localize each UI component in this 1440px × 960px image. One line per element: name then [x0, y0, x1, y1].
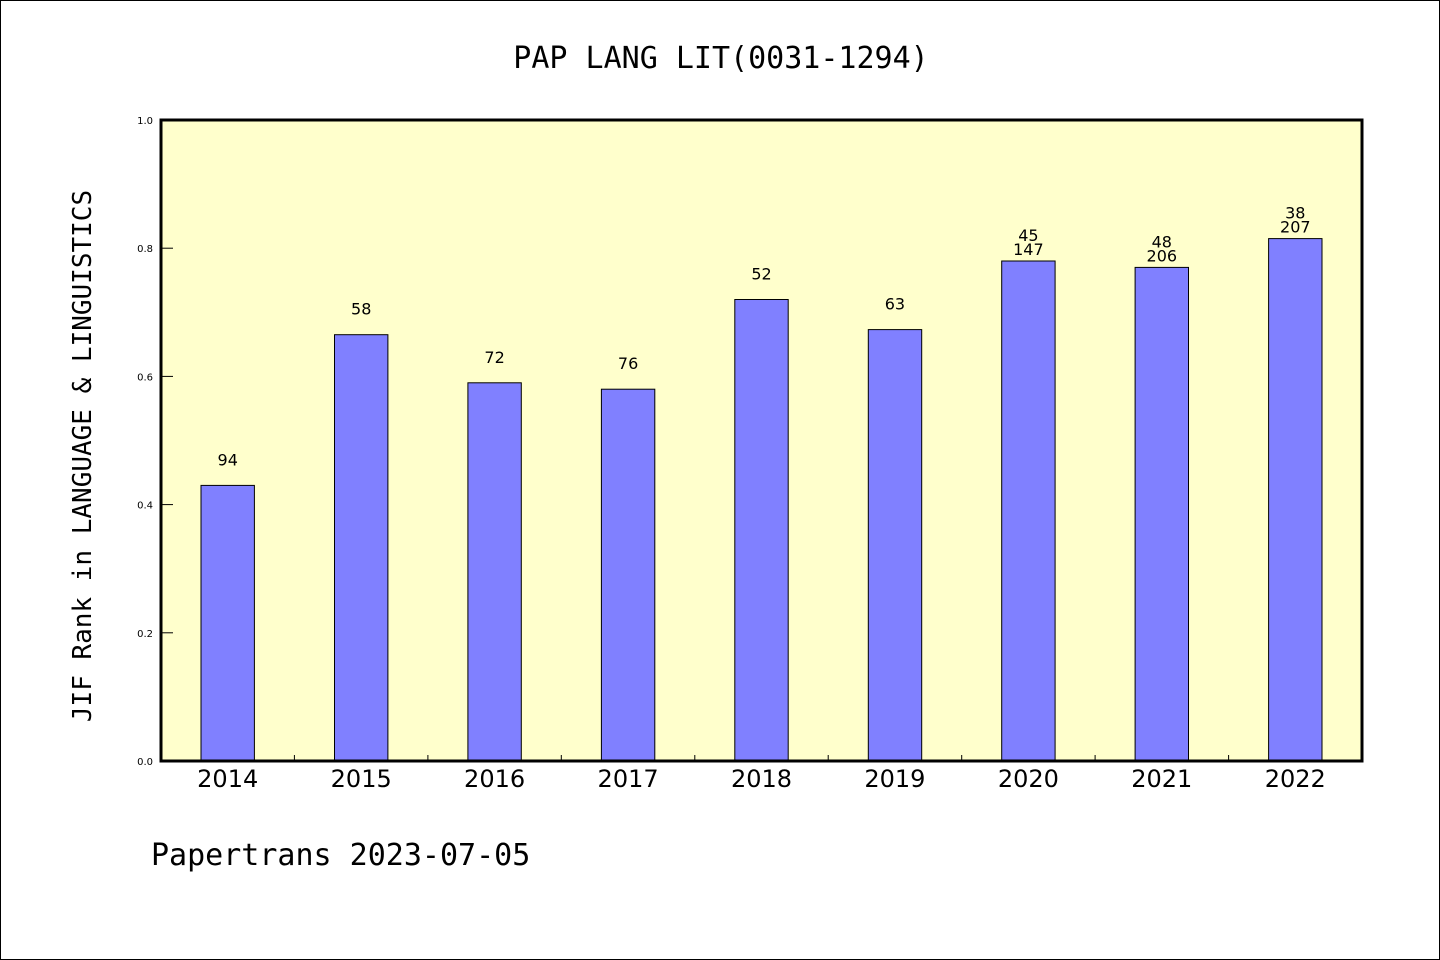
- y-tick-label-0.6: 0.6: [137, 372, 153, 383]
- data-label-2018: 52: [751, 265, 771, 284]
- data-label-2019: 63: [885, 295, 905, 314]
- bar-2016: [467, 382, 522, 762]
- y-tick-label-0.2: 0.2: [137, 629, 153, 640]
- bar-2019: [867, 329, 923, 762]
- plot-frame: [159, 118, 1364, 763]
- data-label-2022-1: 38: [1285, 204, 1305, 223]
- footer-credit: Papertrans 2023-07-05: [151, 838, 530, 873]
- x-tick-label-2017: 2017: [598, 765, 659, 793]
- y-axis-label: JIF Rank in LANGUAGE & LINGUISTICS: [68, 190, 98, 722]
- data-label-2017: 76: [618, 354, 638, 373]
- x-tick-label-2014: 2014: [197, 765, 258, 793]
- chart-title: PAP LANG LIT(0031-1294): [513, 41, 928, 76]
- bar-2021: [1134, 266, 1189, 762]
- data-label-2020-1: 45: [1018, 226, 1038, 245]
- x-tick-label-2022: 2022: [1265, 765, 1326, 793]
- y-tick-label-0.4: 0.4: [137, 501, 153, 512]
- x-tick-label-2019: 2019: [864, 765, 925, 793]
- x-tick-label-2020: 2020: [998, 765, 1059, 793]
- bar-2014: [200, 484, 255, 762]
- x-axis: 2014 2015 2016 2017 2018 2019 2020 2021 2022: [197, 755, 1326, 793]
- x-tick-label-2018: 2018: [731, 765, 792, 793]
- x-tick-label-2016: 2016: [464, 765, 525, 793]
- data-label-2015: 58: [351, 300, 371, 319]
- bar-2022: [1268, 238, 1323, 762]
- data-label-2021-1: 48: [1152, 232, 1172, 251]
- bars: [200, 238, 1323, 762]
- x-tick-label-2021: 2021: [1131, 765, 1192, 793]
- y-tick-label-1.0: 1.0: [137, 116, 153, 127]
- data-label-2014: 94: [218, 450, 238, 469]
- bar-2017: [600, 388, 656, 762]
- data-label-2021-2: 206: [1147, 246, 1178, 265]
- data-label-2020-2: 147: [1013, 240, 1044, 259]
- bar-2015: [334, 334, 389, 762]
- y-axis: 0.0 0.2 0.4 0.6 0.8 1.0: [137, 116, 173, 768]
- bar-2018: [734, 299, 789, 762]
- data-label-2022-2: 207: [1280, 218, 1311, 237]
- y-tick-label-0.8: 0.8: [137, 244, 153, 255]
- y-tick-label-0.0: 0.0: [137, 757, 153, 768]
- x-tick-label-2015: 2015: [331, 765, 392, 793]
- bar-2020: [1001, 260, 1056, 762]
- data-label-2016: 72: [484, 348, 504, 367]
